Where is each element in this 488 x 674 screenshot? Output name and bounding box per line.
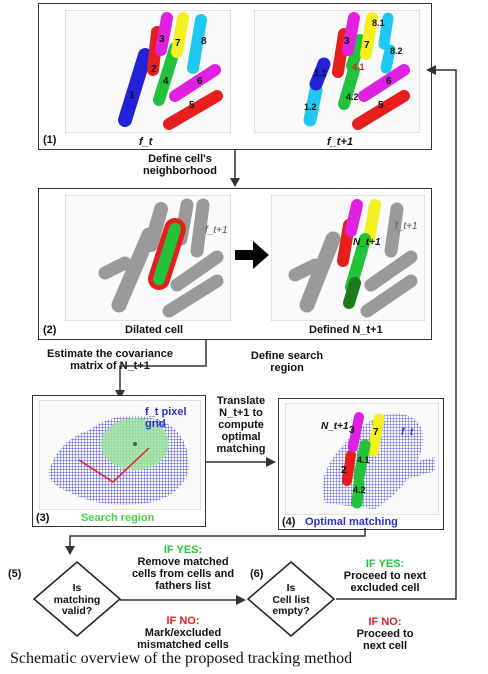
figure-caption: Schematic overview of the proposed track…: [10, 650, 353, 667]
cell-label: 7: [373, 427, 379, 438]
optimal-matching-label: Optimal matching: [305, 516, 398, 528]
grid-label: f_t pixel grid: [145, 406, 187, 431]
n-label: N_t+1: [321, 421, 349, 432]
cell-label: 6: [197, 76, 203, 87]
cell-yellow: [360, 12, 378, 60]
plot-dilated: f_t+1: [65, 195, 231, 321]
ft1-label: f_t+1: [327, 136, 353, 148]
decision-5-number: (5): [8, 568, 22, 580]
plot-search: [39, 400, 201, 510]
plot-ft: 1 2 3 4 5 6 7 8: [65, 10, 231, 133]
ft-label: f_t: [401, 427, 414, 438]
cell-label: 4.2: [346, 92, 359, 102]
cell-label: 4: [163, 76, 169, 87]
cell-blue: [118, 48, 152, 127]
panel-2: f_t+1 N_t+1 f_t+1 (2) Dilated cell Defin…: [38, 188, 432, 340]
decision-5-yes: IF YES: Remove matched cells from cells …: [131, 544, 235, 593]
cell-yellow: [171, 12, 189, 58]
cell-cyan: [303, 83, 323, 127]
loop-back-arrow: [336, 65, 457, 600]
decision-6-yes: IF YES: Proceed to next excluded cell: [343, 558, 427, 595]
cell-red-2: [352, 90, 410, 130]
search-region-label: Search region: [81, 512, 155, 524]
cell-magenta-2: [169, 64, 221, 102]
cell-label: 7: [364, 40, 370, 51]
cell-label: 5: [189, 100, 195, 111]
cell-label: 6: [386, 76, 392, 87]
cell-cyan-3: [380, 44, 396, 74]
cell-label: 4.2: [353, 485, 366, 495]
cell-label: 1.1: [314, 68, 327, 78]
cell-cyan: [187, 14, 207, 74]
decision-6-diamond: [246, 561, 336, 637]
decision-6-no: IF NO: Proceed to next cell: [356, 616, 414, 653]
panel-number: (4): [282, 516, 296, 528]
cell-label: 1: [129, 90, 135, 101]
cell-green-2: [346, 34, 366, 72]
cell-red-2: [163, 90, 223, 130]
big-arrow-icon: [235, 241, 269, 269]
cell-label: 7: [175, 38, 181, 49]
defined-n-label: Defined N_t+1: [309, 324, 383, 336]
ft-label: f_t: [139, 136, 153, 148]
overlay-label: f_t+1: [205, 225, 228, 236]
cell-green: [338, 64, 360, 110]
cell-label: 8: [201, 36, 207, 47]
step-define-search: Define search region: [250, 350, 324, 375]
cell-cyan-2: [378, 12, 394, 50]
arrow-1-to-2: [230, 150, 240, 187]
cell-magenta: [155, 12, 173, 56]
cell-magenta: [342, 12, 360, 56]
decision-6-question: Is Cell list empty?: [272, 582, 310, 618]
cell-label: 8.2: [390, 46, 403, 56]
cell-label: 4.1: [352, 62, 365, 72]
cell-label: 8.1: [372, 18, 385, 28]
panel-1: 1 2 3 4 5 6 7 8 1.1 1.2 3 4.1 4.2 5 6 7: [38, 3, 432, 150]
plot-defined: N_t+1 f_t+1: [271, 195, 425, 321]
panel-number: (3): [36, 512, 50, 524]
cell-magenta-2: [358, 64, 410, 102]
cell-green: [153, 42, 181, 106]
arrow-5-to-6: [120, 595, 246, 605]
plot-matching: N_t+1 f_t 3 7 4.1 4.2 2: [285, 403, 439, 515]
dilated-cell: [153, 223, 181, 285]
n-label: N_t+1: [353, 237, 381, 248]
cell-label: 5: [378, 100, 384, 111]
cell-red: [147, 26, 163, 76]
cell-blue: [309, 57, 331, 91]
decision-5-question: Is matching valid?: [53, 582, 101, 618]
cell-label: 2: [151, 64, 157, 75]
decision-5-diamond: [32, 561, 122, 637]
panel-3: f_t pixel grid (3) Search region: [32, 395, 206, 527]
cell-label: 3: [344, 36, 350, 47]
plot-ft1: 1.1 1.2 3 4.1 4.2 5 6 7 8.1 8.2: [254, 10, 420, 133]
cell-label: 2: [341, 465, 347, 476]
step-translate: Translate N_t+1 to compute optimal match…: [216, 395, 266, 456]
cell-label: 3: [349, 425, 355, 436]
cell-label: 4.1: [357, 455, 370, 465]
decision-5-no: IF NO: Mark/excluded mismatched cells: [137, 615, 229, 652]
panel-4: N_t+1 f_t 3 7 4.1 4.2 2 (4) Optimal matc…: [278, 398, 444, 530]
decision-6-number: (6): [250, 568, 264, 580]
arrow-4-to-5: [65, 528, 366, 555]
dilated-cell-label: Dilated cell: [125, 324, 184, 336]
panel-number: (1): [43, 134, 57, 146]
arrow-3-to-4: [206, 457, 276, 467]
cell-label: 1.2: [304, 102, 317, 112]
step-define-neighborhood: Define cell's neighborhood: [143, 153, 217, 178]
cell-red: [332, 28, 350, 78]
step-estimate-covariance: Estimate the covariance matrix of N_t+1: [47, 348, 173, 373]
panel-number: (2): [43, 324, 57, 336]
cell-label: 3: [159, 34, 165, 45]
overlay-label: f_t+1: [395, 221, 418, 232]
arrow-2-to-3: [115, 340, 207, 399]
